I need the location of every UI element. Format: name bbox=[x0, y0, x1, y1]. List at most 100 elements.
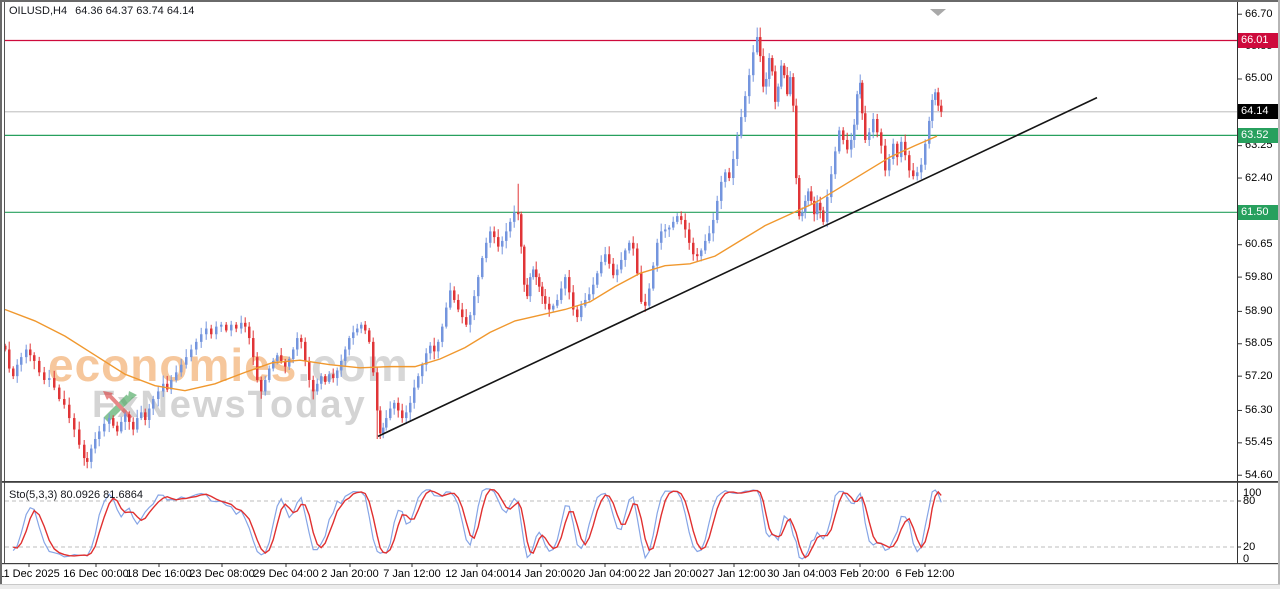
candle-body bbox=[284, 360, 287, 367]
candle-body bbox=[672, 221, 675, 228]
candle-body bbox=[210, 328, 213, 335]
candle-body bbox=[220, 324, 223, 327]
candle-body bbox=[756, 37, 759, 53]
candle-body bbox=[762, 56, 765, 87]
candle-body bbox=[880, 132, 883, 146]
candle-body bbox=[112, 418, 115, 426]
candle-body bbox=[876, 118, 879, 133]
window-border-bottom bbox=[0, 584, 1280, 589]
candle-body bbox=[826, 197, 829, 222]
candle-body bbox=[304, 341, 307, 361]
candle-body bbox=[740, 117, 743, 137]
candle-body bbox=[336, 370, 339, 379]
time-tick-label: 12 Jan 04:00 bbox=[445, 568, 509, 580]
candle-body bbox=[904, 141, 907, 156]
candle-body bbox=[620, 259, 623, 270]
candle-body bbox=[792, 77, 795, 106]
candle-body bbox=[68, 404, 71, 419]
candle-body bbox=[842, 130, 845, 140]
candle-body bbox=[517, 212, 520, 215]
candle-body bbox=[786, 75, 789, 95]
candle-body bbox=[777, 86, 780, 102]
candle-body bbox=[789, 77, 792, 95]
candle-body bbox=[720, 181, 723, 201]
candle-body bbox=[900, 141, 903, 158]
candle-body bbox=[441, 326, 444, 342]
candle-body bbox=[300, 338, 303, 342]
candle-body bbox=[928, 120, 931, 144]
candle-body bbox=[783, 65, 786, 76]
watermark-tld-text: .com bbox=[297, 339, 409, 391]
candle-body bbox=[376, 372, 379, 411]
candle-body bbox=[801, 212, 804, 217]
candle-body bbox=[560, 288, 563, 300]
price-tick-label: 62.40 bbox=[1245, 171, 1273, 184]
price-tick-label: 59.80 bbox=[1245, 270, 1273, 283]
candle-body bbox=[103, 423, 106, 432]
candle-body bbox=[684, 219, 687, 230]
candle-body bbox=[774, 71, 777, 102]
candle-body bbox=[332, 374, 335, 379]
candle-body bbox=[140, 412, 143, 419]
candle-body bbox=[523, 246, 526, 285]
candle-body bbox=[544, 296, 547, 304]
candle-body bbox=[572, 292, 575, 310]
candle-body bbox=[230, 324, 233, 331]
candle-body bbox=[469, 315, 472, 325]
price-badge-66.01: 66.01 bbox=[1238, 33, 1279, 48]
candle-body bbox=[296, 338, 299, 350]
candle-body bbox=[372, 341, 375, 373]
candle-body bbox=[628, 242, 631, 251]
candle-body bbox=[640, 273, 643, 302]
candle-body bbox=[916, 172, 919, 177]
candle-body bbox=[850, 139, 853, 150]
candle-body bbox=[564, 277, 567, 289]
candle-body bbox=[704, 240, 707, 251]
candle-body bbox=[433, 345, 436, 352]
candle-body bbox=[352, 332, 355, 339]
candle-body bbox=[29, 349, 32, 356]
price-tick-label: 56.30 bbox=[1245, 403, 1273, 416]
candle-body bbox=[252, 338, 255, 358]
candle-body bbox=[931, 99, 934, 121]
candle-body bbox=[240, 322, 243, 329]
candle-body bbox=[83, 444, 86, 459]
candle-body bbox=[98, 431, 101, 440]
candle-body bbox=[393, 402, 396, 409]
window-border-left bbox=[0, 0, 2, 585]
chart-title: OILUSD,H4 64.36 64.37 63.74 64.14 bbox=[9, 5, 194, 17]
candle-body bbox=[157, 391, 160, 400]
candle-body bbox=[272, 360, 275, 369]
candle-body bbox=[264, 379, 267, 392]
candle-body bbox=[497, 237, 500, 247]
candle-body bbox=[200, 334, 203, 342]
symbol-timeframe-label: OILUSD,H4 bbox=[9, 5, 68, 17]
candle-body bbox=[759, 37, 762, 57]
candle-body bbox=[861, 82, 864, 114]
candle-body bbox=[700, 250, 703, 257]
candle-body bbox=[830, 174, 833, 198]
candle-body bbox=[493, 231, 496, 238]
candle-body bbox=[312, 379, 315, 392]
candle-body bbox=[541, 286, 544, 297]
candle-body bbox=[320, 376, 323, 384]
price-tick-label: 55.45 bbox=[1245, 436, 1273, 449]
candle-body bbox=[538, 277, 541, 287]
candle-body bbox=[190, 349, 193, 358]
candle-body bbox=[16, 364, 19, 377]
candle-body bbox=[888, 158, 891, 171]
stochastic-d-line bbox=[13, 488, 942, 559]
candle-body bbox=[489, 231, 492, 243]
candle-body bbox=[768, 58, 771, 79]
candle-body bbox=[63, 399, 66, 405]
candle-body bbox=[86, 458, 89, 462]
candle-body bbox=[846, 139, 849, 150]
candle-body bbox=[385, 418, 388, 428]
candle-body bbox=[38, 360, 41, 373]
candle-body bbox=[859, 82, 862, 95]
candle-body bbox=[260, 379, 263, 392]
candle-body bbox=[58, 387, 61, 400]
candle-body bbox=[316, 383, 319, 392]
candle-body bbox=[473, 296, 476, 316]
